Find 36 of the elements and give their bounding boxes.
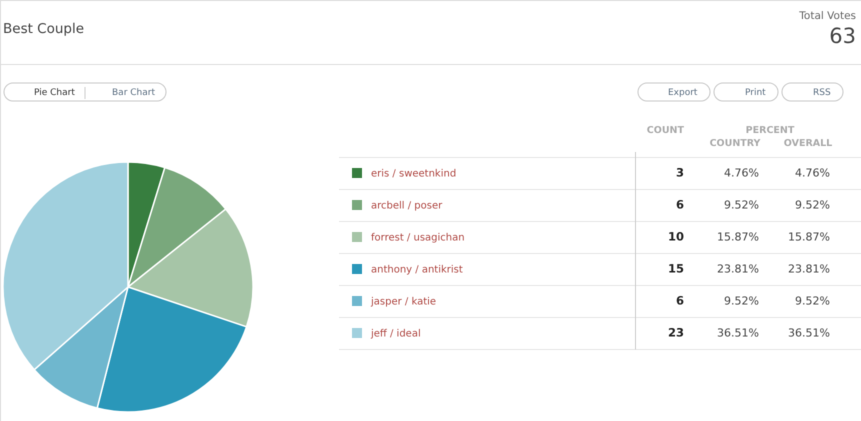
text: 9.52% (724, 294, 759, 308)
data-label: 6 (676, 294, 684, 308)
text: COUNTRY (710, 138, 761, 149)
text: PERCENT (746, 125, 795, 136)
text: 23.81% (717, 262, 759, 276)
text: 15.87% (788, 230, 830, 244)
text: COUNT (646, 125, 685, 136)
legend-label: forrest / usagichan (371, 232, 465, 244)
text: 9.52% (724, 198, 759, 212)
text: Total Votes (798, 10, 856, 22)
text: 63 (829, 24, 856, 48)
chart-title: Best Couple (3, 21, 84, 37)
data-label: 6 (676, 198, 684, 212)
legend-label: anthony / antikrist (371, 264, 463, 276)
text: Pie Chart (34, 88, 76, 98)
text: 4.76% (724, 166, 759, 180)
text: 36.51% (717, 326, 759, 340)
data-label: 23 (668, 326, 684, 340)
text: 9.52% (795, 198, 830, 212)
text: Print (745, 88, 766, 98)
text: 4.76% (795, 166, 830, 180)
text: 36.51% (788, 326, 830, 340)
text: 9.52% (795, 294, 830, 308)
legend-label: jeff / ideal (370, 328, 421, 340)
text: Bar Chart (112, 88, 156, 98)
legend-label: arcbell / poser (371, 200, 444, 212)
text: RSS (813, 88, 831, 98)
text: 15.87% (717, 230, 759, 244)
text: 23.81% (788, 262, 830, 276)
data-label: 15 (668, 262, 684, 276)
text: OVERALL (784, 138, 832, 149)
text: Export (668, 88, 698, 98)
data-label: 10 (668, 230, 684, 244)
legend-label: eris / sweetnkind (371, 168, 456, 180)
legend-label: jasper / katie (370, 296, 436, 308)
data-label: 3 (676, 166, 684, 180)
